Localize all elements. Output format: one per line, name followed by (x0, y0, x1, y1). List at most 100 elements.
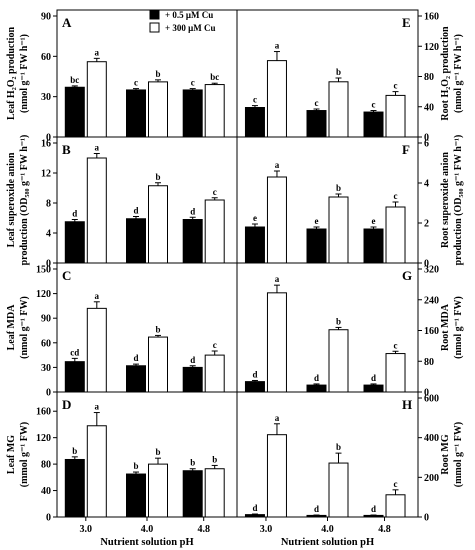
significance-label: c (394, 81, 398, 91)
y-tick-label: 4 (424, 179, 429, 190)
bar (363, 514, 384, 518)
y-tick-label: 80 (41, 460, 51, 471)
bar (363, 384, 384, 393)
y-tick-label: 12 (41, 169, 51, 180)
bar (126, 473, 146, 518)
bar (64, 361, 85, 393)
significance-label: d (133, 206, 138, 216)
y-tick-label: 0 (46, 133, 51, 144)
y-tick-label: 160 (36, 407, 51, 418)
panel-a: A 0 30 60 90 Leaf H₂O₂ production (nmol g⁻¹ FW… (6, 12, 225, 144)
panel-letter: A (62, 15, 72, 30)
significance-label: cd (70, 347, 79, 357)
significance-label: a (95, 402, 100, 412)
panel-letter: E (402, 15, 411, 30)
bar (148, 336, 168, 393)
y-axis-label: Root H₂O₂ production (440, 26, 451, 121)
y-axis-label: Leaf MG (6, 435, 17, 474)
y-tick-label: 0 (424, 513, 429, 524)
bar (126, 218, 146, 264)
y-axis-label: Leaf MDA (6, 304, 17, 351)
significance-label: c (213, 340, 217, 350)
panel-letter: H (402, 397, 412, 412)
bar (182, 89, 203, 138)
significance-label: e (253, 213, 257, 223)
significance-label: c (394, 340, 398, 350)
significance-label: c (372, 100, 376, 110)
y-axis-label: Root MDA (440, 303, 451, 351)
significance-label: d (133, 353, 138, 363)
significance-label: a (95, 47, 100, 57)
bar (244, 107, 265, 138)
y-tick-label: 0 (424, 388, 429, 399)
y-tick-label: 30 (41, 92, 51, 103)
significance-label: b (336, 316, 341, 326)
significance-label: d (252, 503, 257, 513)
significance-label: b (155, 324, 160, 334)
bar (64, 221, 85, 264)
significance-label: b (336, 183, 341, 193)
y-tick-label: 0 (424, 259, 429, 270)
significance-label: d (371, 373, 376, 383)
y-tick-label: 40 (424, 102, 434, 113)
y-axis-label: Leaf H₂O₂ production (6, 27, 17, 120)
y-axis-label: Leaf superoxide anion (6, 152, 17, 247)
significance-label: bc (210, 72, 219, 82)
panel-f: F 0 2 4 6 Root superoxide anion production (OD… (244, 135, 464, 270)
legend: + 0.5 μM Cu + 300 μM Cu (149, 9, 215, 33)
y-tick-label: 16 (41, 139, 51, 150)
y-tick-label: 90 (41, 12, 51, 23)
bar (385, 494, 406, 518)
y-axis-label: production (OD₅₈₀ g⁻¹ FW h⁻¹) (453, 135, 464, 266)
significance-label: d (314, 373, 319, 383)
legend-swatch (149, 22, 160, 33)
y-tick-label: 240 (424, 295, 439, 306)
significance-label: b (155, 69, 160, 79)
y-axis-label: (nmol g⁻¹ FW) (453, 296, 464, 359)
y-axis-label: Root MG (440, 434, 451, 474)
x-tick-label: 3.0 (260, 524, 273, 535)
bar (328, 196, 349, 264)
panel-letter: D (62, 397, 71, 412)
bar (328, 81, 349, 138)
bar (328, 329, 349, 393)
significance-label: c (253, 95, 257, 105)
bar (64, 458, 85, 518)
x-axis-label: Nutrient solution pH (281, 537, 374, 548)
significance-label: b (133, 461, 138, 471)
y-tick-label: 150 (36, 265, 51, 276)
significance-label: c (134, 78, 138, 88)
significance-label: e (372, 216, 376, 226)
panel-g: G 0 80 160 240 320 Root MDA (nmol g⁻¹ FW) d a d b d c (244, 265, 464, 399)
y-tick-label: 160 (424, 326, 439, 337)
y-tick-label: 160 (424, 12, 439, 23)
y-tick-label: 120 (424, 42, 439, 53)
bar (204, 199, 225, 264)
bar (266, 60, 287, 138)
significance-label: b (212, 454, 217, 464)
significance-label: a (275, 160, 280, 170)
panel-letter: G (402, 268, 412, 283)
y-tick-label: 120 (36, 289, 51, 300)
bar (385, 206, 406, 264)
y-tick-label: 0 (424, 133, 429, 144)
bar (306, 514, 327, 518)
panel-letter: F (402, 142, 410, 157)
significance-label: d (190, 206, 195, 216)
bar (148, 185, 168, 264)
legend-label: + 300 μM Cu (165, 23, 215, 33)
y-tick-label: 90 (41, 314, 51, 325)
y-axis-label: (nmol g⁻¹ FW) (19, 296, 30, 359)
y-tick-label: 30 (41, 363, 51, 374)
significance-label: b (190, 458, 195, 468)
y-tick-label: 320 (424, 265, 439, 276)
bar (126, 89, 146, 138)
legend-swatch (149, 9, 160, 20)
y-tick-label: 0 (46, 259, 51, 270)
significance-label: a (95, 143, 100, 153)
y-tick-label: 4 (46, 229, 51, 240)
significance-label: a (95, 291, 100, 301)
